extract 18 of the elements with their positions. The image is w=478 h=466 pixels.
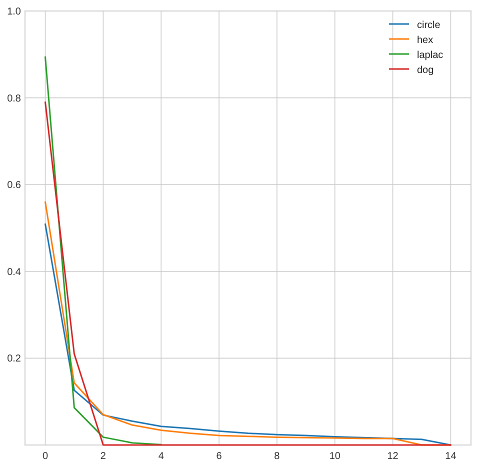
x-tick-label: 0 bbox=[42, 451, 48, 462]
x-tick-label: 4 bbox=[158, 451, 164, 462]
y-tick-label: 1.0 bbox=[7, 6, 22, 18]
x-tick-label: 8 bbox=[274, 451, 280, 462]
y-tick-label: 0.6 bbox=[7, 180, 22, 192]
x-tick-label: 14 bbox=[445, 451, 457, 462]
x-tick-label: 12 bbox=[387, 451, 399, 462]
legend-label: hex bbox=[417, 35, 434, 46]
x-tick-label: 6 bbox=[216, 451, 222, 462]
x-tick-label: 10 bbox=[329, 451, 341, 462]
legend-label: circle bbox=[417, 20, 441, 31]
x-tick-label: 2 bbox=[100, 451, 106, 462]
y-tick-label: 0.4 bbox=[7, 266, 22, 278]
y-tick-label: 0.8 bbox=[7, 93, 22, 104]
legend-label: dog bbox=[417, 65, 434, 76]
legend-label: laplac bbox=[417, 50, 444, 61]
line-series bbox=[44, 56, 162, 446]
y-tick-label: 0.2 bbox=[7, 354, 22, 365]
